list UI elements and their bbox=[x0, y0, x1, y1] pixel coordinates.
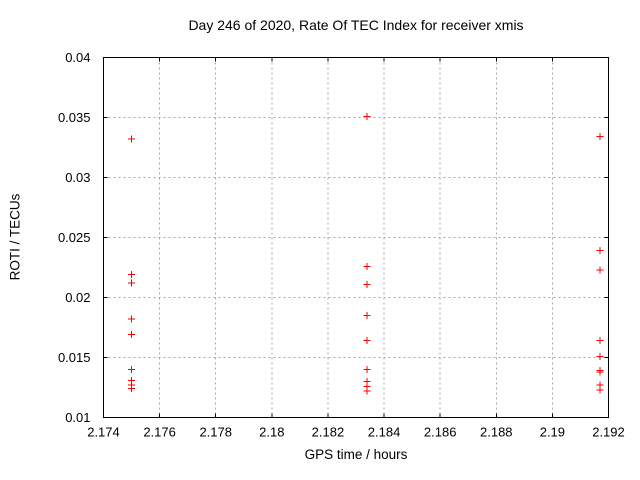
data-point-marker bbox=[128, 366, 136, 373]
data-point-marker bbox=[596, 386, 604, 394]
data-point-marker bbox=[596, 352, 604, 360]
x-tick-label: 2.178 bbox=[199, 425, 232, 440]
data-point-marker bbox=[363, 112, 371, 120]
y-tick-label: 0.025 bbox=[58, 230, 91, 245]
data-point-marker bbox=[363, 366, 371, 373]
data-point-marker bbox=[128, 271, 136, 279]
data-point-marker bbox=[363, 280, 371, 288]
y-tick-label: 0.01 bbox=[65, 410, 90, 425]
data-point-marker bbox=[596, 337, 604, 345]
x-tick-label: 2.176 bbox=[143, 425, 176, 440]
data-point-marker bbox=[596, 247, 604, 255]
chart-title: Day 246 of 2020, Rate Of TEC Index for r… bbox=[188, 17, 524, 33]
data-point-marker bbox=[363, 312, 371, 319]
data-point-marker bbox=[596, 368, 604, 376]
x-tick-label: 2.19 bbox=[540, 425, 565, 440]
y-tick-label: 0.015 bbox=[58, 350, 91, 365]
y-tick-label: 0.02 bbox=[65, 290, 90, 305]
y-tick-label: 0.03 bbox=[65, 170, 90, 185]
x-tick-label: 2.18 bbox=[259, 425, 284, 440]
x-tick-label: 2.192 bbox=[592, 425, 625, 440]
y-tick-label: 0.035 bbox=[58, 110, 91, 125]
x-tick-label: 2.188 bbox=[480, 425, 513, 440]
plot-border bbox=[103, 57, 609, 418]
data-point-marker bbox=[128, 135, 136, 143]
x-tick-label: 2.174 bbox=[87, 425, 120, 440]
data-point-marker bbox=[363, 387, 371, 395]
x-tick-label: 2.184 bbox=[368, 425, 401, 440]
y-tick-label: 0.04 bbox=[65, 50, 90, 65]
x-tick-label: 2.182 bbox=[312, 425, 345, 440]
data-point-marker bbox=[596, 133, 604, 141]
data-point-marker bbox=[128, 315, 136, 323]
data-point-marker bbox=[596, 266, 604, 274]
x-tick-label: 2.186 bbox=[424, 425, 457, 440]
data-point-marker bbox=[128, 279, 136, 287]
data-point-marker bbox=[363, 262, 371, 270]
data-point-marker bbox=[128, 385, 136, 393]
data-point-marker bbox=[128, 331, 136, 339]
data-point-marker bbox=[363, 337, 371, 345]
x-axis-label: GPS time / hours bbox=[304, 447, 408, 462]
